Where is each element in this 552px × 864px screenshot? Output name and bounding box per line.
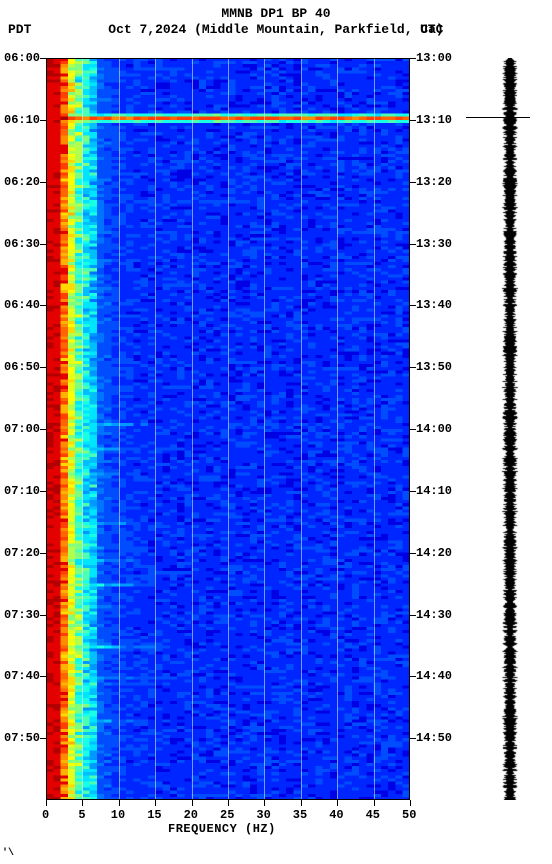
y-tick-left (40, 182, 46, 183)
x-tick (192, 800, 193, 806)
tz-left-label: PDT (8, 22, 31, 37)
y-tick-left (40, 429, 46, 430)
gridline-v (155, 58, 156, 800)
y-left-label: 06:20 (4, 175, 40, 189)
y-right-label: 14:40 (416, 669, 452, 683)
y-left-label: 06:40 (4, 298, 40, 312)
y-tick-left (40, 120, 46, 121)
figure: MMNB DP1 BP 40 Oct 7,2024 (Middle Mounta… (0, 0, 552, 864)
gridline-v (374, 58, 375, 800)
y-tick-left (40, 367, 46, 368)
x-tick (228, 800, 229, 806)
seismogram-event-marker (466, 117, 530, 118)
title-line-1: MMNB DP1 BP 40 (0, 6, 552, 21)
x-tick (264, 800, 265, 806)
x-tick-label: 45 (366, 808, 380, 822)
footnote: '\ (2, 848, 14, 859)
y-right-label: 13:00 (416, 51, 452, 65)
y-tick-left (40, 553, 46, 554)
y-right-label: 13:20 (416, 175, 452, 189)
y-left-label: 07:30 (4, 608, 40, 622)
x-tick (410, 800, 411, 806)
seismogram-trace (490, 58, 530, 800)
gridline-v (301, 58, 302, 800)
y-left-label: 07:00 (4, 422, 40, 436)
x-tick-label: 0 (42, 808, 49, 822)
x-tick (119, 800, 120, 806)
y-left-label: 07:40 (4, 669, 40, 683)
y-right-label: 14:00 (416, 422, 452, 436)
y-right-label: 14:10 (416, 484, 452, 498)
y-right-label: 13:40 (416, 298, 452, 312)
x-tick-label: 50 (402, 808, 416, 822)
x-tick-label: 5 (78, 808, 85, 822)
x-tick (337, 800, 338, 806)
title-line-2: Oct 7,2024 (Middle Mountain, Parkfield, … (0, 22, 552, 37)
x-tick-label: 30 (256, 808, 270, 822)
seismogram-column (490, 58, 530, 800)
x-tick-label: 20 (184, 808, 198, 822)
gridline-v (119, 58, 120, 800)
x-tick-label: 35 (293, 808, 307, 822)
y-left-label: 06:50 (4, 360, 40, 374)
y-tick-left (40, 58, 46, 59)
y-left-label: 07:10 (4, 484, 40, 498)
gridline-v (337, 58, 338, 800)
y-left-label: 07:50 (4, 731, 40, 745)
x-tick (301, 800, 302, 806)
y-right-label: 14:30 (416, 608, 452, 622)
y-tick-left (40, 244, 46, 245)
y-tick-left (40, 305, 46, 306)
x-tick-label: 15 (147, 808, 161, 822)
y-tick-left (40, 676, 46, 677)
y-tick-left (40, 491, 46, 492)
x-tick (155, 800, 156, 806)
y-right-label: 13:10 (416, 113, 452, 127)
y-tick-left (40, 738, 46, 739)
y-tick-left (40, 615, 46, 616)
y-right-label: 14:50 (416, 731, 452, 745)
y-left-label: 06:00 (4, 51, 40, 65)
y-right-label: 13:50 (416, 360, 452, 374)
x-tick (374, 800, 375, 806)
x-tick (46, 800, 47, 806)
gridline-v (82, 58, 83, 800)
x-tick (82, 800, 83, 806)
gridline-v (264, 58, 265, 800)
x-tick-label: 40 (329, 808, 343, 822)
y-left-label: 06:30 (4, 237, 40, 251)
x-tick-label: 25 (220, 808, 234, 822)
x-tick-label: 10 (111, 808, 125, 822)
y-left-label: 07:20 (4, 546, 40, 560)
tz-right-label: UTC (420, 22, 443, 37)
y-left-label: 06:10 (4, 113, 40, 127)
x-axis-title: FREQUENCY (HZ) (168, 822, 276, 836)
gridline-v (192, 58, 193, 800)
gridline-v (228, 58, 229, 800)
y-right-label: 14:20 (416, 546, 452, 560)
y-right-label: 13:30 (416, 237, 452, 251)
